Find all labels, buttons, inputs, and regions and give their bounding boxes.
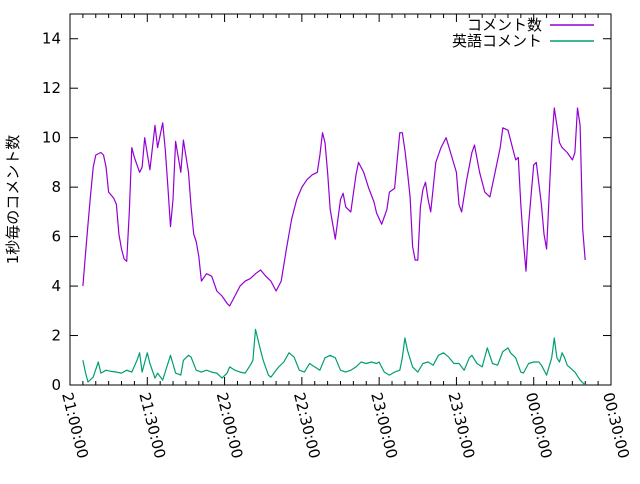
x-tick-label: 23:00:00 (367, 391, 401, 461)
y-tick-label: 8 (51, 178, 61, 196)
legend-label-0: コメント数 (467, 16, 542, 34)
y-tick-label: 12 (42, 79, 61, 97)
y-tick-label: 14 (42, 30, 61, 48)
series-line-english-comments (82, 328, 586, 386)
x-tick-label: 22:30:00 (290, 391, 324, 461)
y-tick-label: 6 (51, 228, 61, 246)
y-axis-title: 1秒毎のコメント数 (4, 135, 22, 265)
x-tick-label: 23:30:00 (445, 391, 479, 461)
x-tick-label: 00:00:00 (522, 391, 556, 461)
x-tick-label: 21:30:00 (135, 391, 169, 461)
x-tick-label: 22:00:00 (213, 391, 247, 461)
legend-label-1: 英語コメント (452, 32, 542, 50)
y-tick-label: 10 (42, 129, 61, 147)
series-line-comment-count (82, 107, 586, 307)
x-tick-label: 21:00:00 (58, 391, 92, 461)
x-tick-label: 00:30:00 (599, 391, 633, 461)
y-tick-label: 4 (51, 277, 61, 295)
y-tick-label: 0 (51, 376, 61, 394)
y-tick-label: 2 (51, 327, 61, 345)
